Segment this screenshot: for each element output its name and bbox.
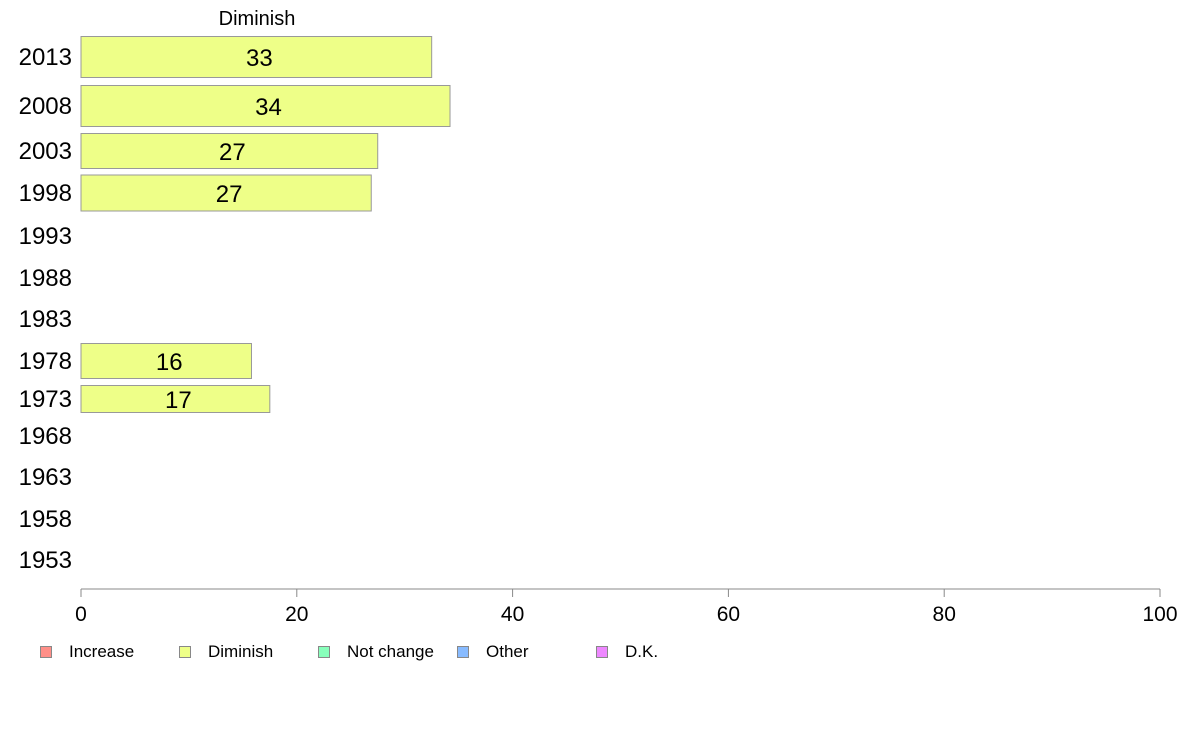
y-tick-label-1983: 1983 bbox=[19, 306, 72, 333]
legend-label-not-change: Not change bbox=[347, 642, 434, 661]
bar-1973 bbox=[80, 385, 271, 413]
legend: Increase Diminish Not change Other D.K. bbox=[0, 640, 1188, 664]
y-tick-label-1958: 1958 bbox=[19, 506, 72, 533]
legend-item-dk: D.K. bbox=[596, 640, 658, 664]
legend-item-other: Other bbox=[457, 640, 529, 664]
legend-label-diminish: Diminish bbox=[208, 642, 274, 661]
x-tick-label-20: 20 bbox=[285, 603, 308, 626]
legend-swatch-increase bbox=[40, 646, 52, 658]
x-tick-label-100: 100 bbox=[1142, 603, 1177, 626]
legend-swatch-dk bbox=[596, 646, 608, 658]
x-tick-label-60: 60 bbox=[717, 603, 740, 626]
bar-value-label-2003: 27 bbox=[219, 139, 246, 166]
legend-item-not-change: Not change bbox=[318, 640, 434, 664]
legend-swatch-not-change bbox=[318, 646, 330, 658]
y-tick-label-1988: 1988 bbox=[19, 265, 72, 292]
y-tick-label-1978: 1978 bbox=[19, 348, 72, 375]
bar-value-label-1998: 27 bbox=[216, 181, 243, 208]
legend-label-increase: Increase bbox=[69, 642, 135, 661]
bar-2003 bbox=[80, 133, 379, 169]
y-tick-label-1963: 1963 bbox=[19, 464, 72, 491]
legend-swatch-diminish bbox=[179, 646, 191, 658]
bar-value-label-2013: 33 bbox=[246, 45, 273, 72]
y-tick-label-2013: 2013 bbox=[19, 44, 72, 71]
legend-label-dk: D.K. bbox=[625, 642, 659, 661]
y-tick-label-1993: 1993 bbox=[19, 223, 72, 250]
bar-value-label-1978: 16 bbox=[156, 349, 183, 376]
chart-title: Diminish bbox=[219, 8, 296, 30]
bar-2008 bbox=[80, 85, 451, 127]
x-tick-label-40: 40 bbox=[501, 603, 524, 626]
legend-label-other: Other bbox=[486, 642, 529, 661]
x-tick-label-0: 0 bbox=[75, 603, 87, 626]
y-tick-label-1968: 1968 bbox=[19, 423, 72, 450]
bars-group: 33 34 27 27 16 17 bbox=[80, 36, 451, 414]
bar-1978 bbox=[80, 343, 252, 379]
bar-value-label-2008: 34 bbox=[255, 94, 282, 121]
y-axis-labels: 2013 2008 2003 1998 1993 1988 1983 1978 1973 1968… bbox=[19, 44, 72, 574]
y-tick-label-1953: 1953 bbox=[19, 547, 72, 574]
bar-1998 bbox=[80, 174, 372, 212]
y-tick-label-1973: 1973 bbox=[19, 386, 72, 413]
bar-value-label-1973: 17 bbox=[165, 387, 192, 414]
x-tick-label-80: 80 bbox=[933, 603, 956, 626]
legend-item-increase: Increase bbox=[40, 640, 134, 664]
y-tick-label-1998: 1998 bbox=[19, 180, 72, 207]
legend-item-diminish: Diminish bbox=[179, 640, 273, 664]
y-tick-label-2008: 2008 bbox=[19, 93, 72, 120]
legend-swatch-other bbox=[457, 646, 469, 658]
x-axis: 0 20 40 60 80 100 bbox=[75, 588, 1178, 626]
bar-2013 bbox=[80, 36, 433, 78]
chart-area: Diminish 33 34 27 27 16 17 2013 2008 2003 1998 19… bbox=[19, 8, 1178, 626]
y-tick-label-2003: 2003 bbox=[19, 138, 72, 165]
